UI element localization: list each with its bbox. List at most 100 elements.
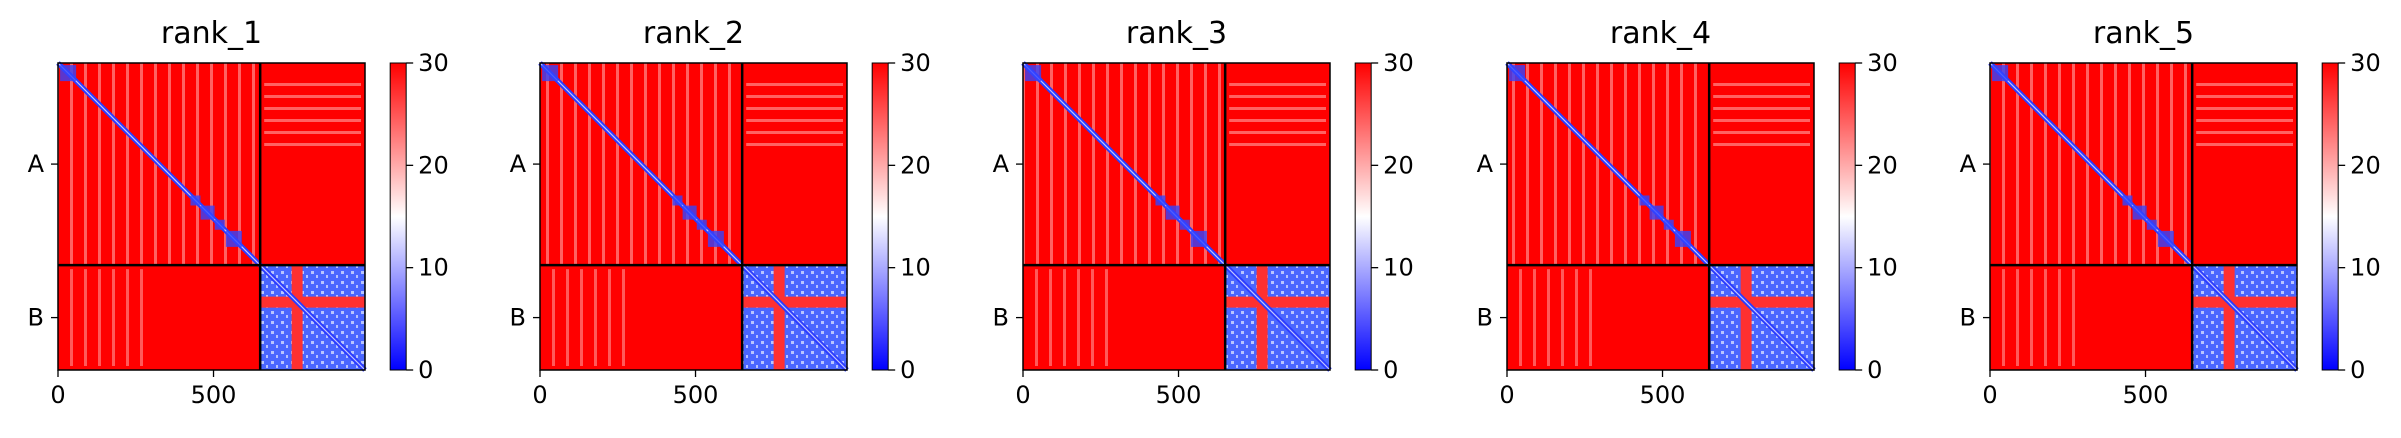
colorbar-tick-label: 10 <box>418 254 449 282</box>
heatmap-frame <box>1506 62 1815 371</box>
colorbar-tick-label: 30 <box>2350 49 2381 77</box>
y-tick-label: B <box>1477 304 1493 332</box>
y-tick-label: B <box>510 304 526 332</box>
heatmap-frame <box>1022 62 1331 371</box>
heatmap-panel-4: rank_4 0 500 A B 0 10 20 30 <box>1477 16 1898 409</box>
diagonal-blob <box>2132 205 2147 220</box>
offdiag-stripe <box>98 269 101 366</box>
x-tick-label: 500 <box>191 381 237 409</box>
diagonal-blob <box>2157 230 2174 247</box>
offdiag-stripe <box>2002 269 2005 366</box>
diagonal-blob <box>2122 195 2133 206</box>
diagonal-blob <box>707 230 724 247</box>
colorbar <box>871 62 889 371</box>
y-tick-label: B <box>28 304 44 332</box>
colorbar-tick-label: 0 <box>1383 356 1398 384</box>
offdiag-stripe <box>1713 83 1810 86</box>
offdiag-stripe <box>2196 131 2293 134</box>
diagonal-blob <box>1190 230 1207 247</box>
panel-title: rank_3 <box>1126 16 1227 51</box>
offdiag-stripe <box>1589 269 1592 366</box>
colorbar-tick-label: 0 <box>1867 356 1882 384</box>
chain-b-band-h <box>260 296 365 308</box>
diagonal-blob <box>1509 65 1526 82</box>
colorbar-tick-label: 10 <box>1383 254 1414 282</box>
diagonal-blob <box>696 219 707 230</box>
offdiag-stripe <box>1713 143 1810 146</box>
offdiag-stripe <box>1229 119 1326 122</box>
offdiag-stripe <box>1575 269 1578 366</box>
offdiag-stripe <box>1713 95 1810 98</box>
offdiag-stripe <box>126 269 129 366</box>
x-tick-label: 500 <box>1640 381 1686 409</box>
chain-b-band-h <box>742 296 847 308</box>
colorbar-tick-label: 30 <box>1383 49 1414 77</box>
colorbar-tick-label: 30 <box>900 49 931 77</box>
offdiag-stripe <box>1105 269 1108 366</box>
colorbar-tick-label: 20 <box>418 151 449 179</box>
offdiag-stripe <box>1229 143 1326 146</box>
x-tick-label: 500 <box>1156 381 1202 409</box>
diagonal-blob <box>1663 219 1674 230</box>
y-tick-label: B <box>993 304 1009 332</box>
offdiag-stripe <box>264 143 361 146</box>
diagonal-blob <box>1639 195 1650 206</box>
offdiag-stripe <box>1519 269 1522 366</box>
y-tick-label: A <box>510 150 527 178</box>
offdiag-stripe <box>2016 269 2019 366</box>
offdiag-stripe <box>552 269 555 366</box>
offdiag-stripe <box>1077 269 1080 366</box>
panel-title: rank_2 <box>643 16 744 51</box>
colorbar-tick-label: 10 <box>1867 254 1898 282</box>
x-tick-label: 0 <box>532 381 547 409</box>
y-tick-label: B <box>1960 304 1976 332</box>
offdiag-stripe <box>264 83 361 86</box>
offdiag-stripe <box>1713 107 1810 110</box>
colorbar-tick-label: 0 <box>2350 356 2365 384</box>
offdiag-stripe <box>2196 119 2293 122</box>
offdiag-stripe <box>746 119 843 122</box>
offdiag-stripe <box>2058 269 2061 366</box>
x-tick-label: 0 <box>1015 381 1030 409</box>
offdiag-stripe <box>2196 107 2293 110</box>
colorbar-tick-label: 20 <box>2350 151 2381 179</box>
chain-b-band-h <box>1709 296 1814 308</box>
offdiag-stripe <box>622 269 625 366</box>
diagonal-blob <box>60 65 77 82</box>
diagonal-blob <box>200 205 215 220</box>
offdiag-stripe <box>2072 269 2075 366</box>
x-tick-label: 500 <box>673 381 719 409</box>
offdiag-stripe <box>112 269 115 366</box>
chain-b-band-h <box>2192 296 2297 308</box>
diagonal-blob <box>1674 230 1691 247</box>
colorbar-tick-label: 10 <box>2350 254 2381 282</box>
diagonal-blob <box>542 65 559 82</box>
chain-b-band-v <box>1256 265 1268 370</box>
offdiag-stripe <box>608 269 611 366</box>
offdiag-stripe <box>2030 269 2033 366</box>
heatmap-frame <box>57 62 366 371</box>
offdiag-stripe <box>1533 269 1536 366</box>
colorbar-tick-label: 20 <box>900 151 931 179</box>
chain-b-band-v <box>773 265 785 370</box>
diagonal-blob <box>672 195 683 206</box>
offdiag-stripe <box>1547 269 1550 366</box>
offdiag-stripe <box>140 269 143 366</box>
offdiag-stripe <box>264 107 361 110</box>
offdiag-stripe <box>746 143 843 146</box>
colorbar <box>1838 62 1856 371</box>
y-tick-label: A <box>1960 150 1977 178</box>
offdiag-stripe <box>264 95 361 98</box>
diagonal-blob <box>1649 205 1664 220</box>
offdiag-stripe <box>1091 269 1094 366</box>
offdiag-stripe <box>580 269 583 366</box>
offdiag-stripe <box>746 83 843 86</box>
y-tick-label: A <box>28 150 45 178</box>
colorbar-tick-label: 20 <box>1383 151 1414 179</box>
diagonal-blob <box>1179 219 1190 230</box>
heatmap-panel-1: rank_1 0 500 A B 0 10 20 30 <box>28 16 449 409</box>
diagonal-blob <box>2146 219 2157 230</box>
x-tick-label: 0 <box>50 381 65 409</box>
panel-title: rank_5 <box>2093 16 2194 51</box>
diagonal-blob <box>214 219 225 230</box>
